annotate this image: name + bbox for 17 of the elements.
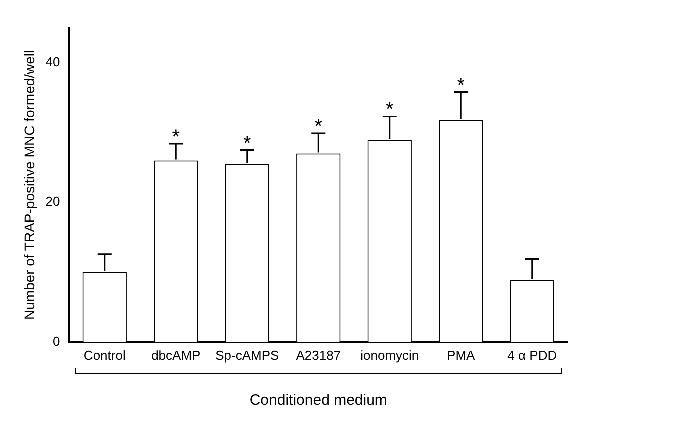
data-label: * <box>243 132 252 155</box>
data-label: * <box>172 126 180 148</box>
x-tick-label: ionomycin <box>360 348 420 363</box>
y-tick-label: 40 <box>46 54 60 70</box>
x-tick-label: dbcAMP <box>152 348 201 363</box>
y-axis-title: Number of TRAP-positive MNC formed/well <box>21 50 38 320</box>
x-tick-label: 4 α PDD <box>508 348 558 363</box>
y-tick-label: 20 <box>46 194 60 210</box>
data-label: * <box>314 116 323 138</box>
x-tick-label: PMA <box>447 348 476 363</box>
y-tick-label: 0 <box>53 334 60 349</box>
x-tick-label: Control <box>84 348 126 363</box>
data-label: * <box>386 99 394 122</box>
x-tick-label: Sp-cAMPS <box>216 348 280 363</box>
x-tick-label: A23187 <box>296 348 342 363</box>
x-axis-title: Conditioned medium <box>250 392 388 410</box>
data-label: * <box>457 74 466 97</box>
